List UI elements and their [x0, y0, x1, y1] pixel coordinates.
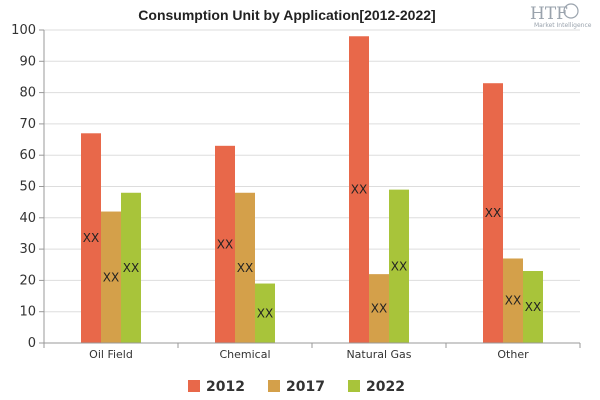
x-tick-label: Natural Gas — [346, 348, 411, 361]
logo-text: HTF — [530, 4, 568, 24]
x-tick-label: Other — [497, 348, 529, 361]
y-tick-label: 10 — [19, 305, 36, 320]
legend-label: 2017 — [286, 379, 325, 395]
data-label: XX — [371, 302, 387, 316]
data-label: XX — [505, 294, 521, 308]
logo-subtext: Market Intelligence — [534, 22, 592, 29]
y-tick-label: 0 — [28, 336, 36, 351]
data-label: XX — [123, 261, 139, 275]
y-tick-label: 70 — [19, 117, 36, 132]
y-tick-label: 60 — [19, 148, 36, 163]
bars: XX XX XX XX XX XX XX XX XX XX XX XX — [81, 36, 543, 344]
data-label: XX — [485, 206, 501, 220]
legend-label: 2022 — [366, 379, 405, 395]
legend-label: 2012 — [206, 379, 245, 395]
chart-title: Consumption Unit by Application[2012-202… — [138, 7, 435, 23]
htf-logo: HTF Market Intelligence — [530, 3, 592, 29]
y-tick-label: 80 — [19, 86, 36, 101]
data-label: XX — [257, 306, 273, 320]
y-axis: 0 10 20 30 40 50 60 70 80 90 100 — [11, 23, 45, 351]
bar — [523, 271, 543, 343]
legend-swatch — [268, 380, 280, 392]
y-tick-label: 90 — [19, 54, 36, 69]
data-label: XX — [217, 237, 233, 251]
data-label: XX — [103, 270, 119, 284]
bar — [235, 192, 255, 343]
logo-globe-icon — [563, 3, 579, 19]
y-tick-label: 100 — [11, 23, 36, 38]
y-tick-label: 20 — [19, 273, 36, 288]
bar — [121, 192, 141, 343]
data-label: XX — [237, 261, 253, 275]
bar — [389, 189, 409, 343]
y-tick-label: 50 — [19, 180, 36, 195]
data-label: XX — [391, 259, 407, 273]
bar — [483, 83, 503, 344]
bar — [215, 145, 235, 343]
x-tick-label: Chemical — [219, 348, 270, 361]
bar — [503, 258, 523, 343]
data-label: XX — [83, 231, 99, 245]
bar — [349, 36, 369, 343]
data-label: XX — [525, 300, 541, 314]
legend-swatch — [188, 380, 200, 392]
bar — [101, 211, 121, 343]
y-tick-label: 30 — [19, 242, 36, 257]
legend-swatch — [348, 380, 360, 392]
legend: 2012 2017 2022 — [188, 379, 405, 395]
bar — [255, 283, 275, 343]
bar — [369, 274, 389, 343]
data-label: XX — [351, 183, 367, 197]
x-tick-label: Oil Field — [89, 348, 133, 361]
bar — [81, 133, 101, 343]
y-tick-label: 40 — [19, 211, 36, 226]
x-axis: Oil Field Chemical Natural Gas Other — [43, 342, 581, 361]
